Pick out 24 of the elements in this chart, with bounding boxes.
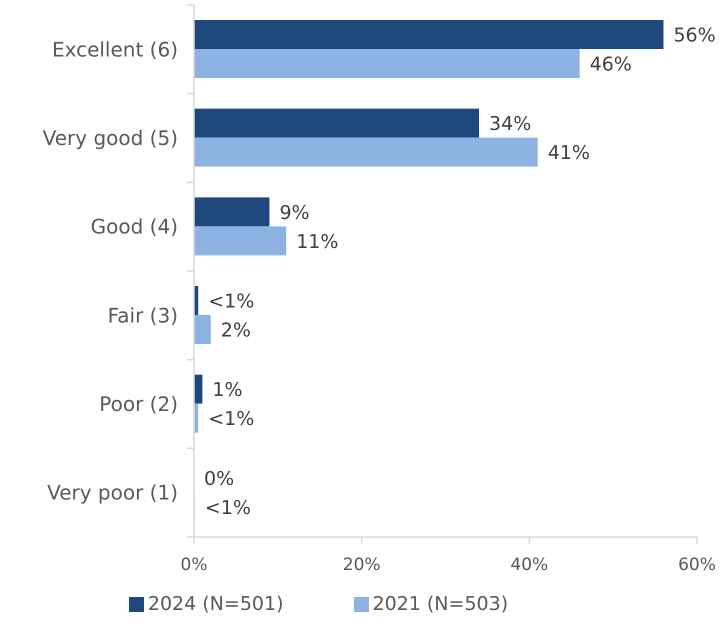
y-tick-label: Very poor (1) bbox=[47, 480, 178, 505]
legend-label: 2021 (N=503) bbox=[372, 593, 508, 615]
data-label: 0% bbox=[204, 468, 234, 490]
x-tick-label: 40% bbox=[510, 555, 548, 576]
data-label: 41% bbox=[548, 142, 590, 164]
y-tick-label: Excellent (6) bbox=[52, 37, 178, 62]
x-tick-label: 0% bbox=[180, 555, 208, 576]
data-label: 1% bbox=[212, 379, 243, 402]
data-label: <1% bbox=[208, 290, 254, 312]
data-label: 34% bbox=[489, 113, 532, 136]
x-tick-label: 20% bbox=[342, 555, 381, 576]
y-tick-label: Poor (2) bbox=[99, 392, 178, 416]
y-tick-label: Very good (5) bbox=[42, 126, 178, 150]
data-label: <1% bbox=[204, 496, 251, 519]
legend-label: 2024 (N=501) bbox=[148, 593, 284, 615]
data-label: 46% bbox=[590, 53, 632, 76]
data-label: 11% bbox=[296, 230, 338, 253]
y-tick-label: Good (4) bbox=[90, 214, 178, 239]
data-label: <1% bbox=[208, 408, 254, 430]
data-label: 9% bbox=[279, 202, 310, 224]
data-label: 2% bbox=[220, 319, 251, 342]
data-label: 56% bbox=[673, 24, 716, 46]
y-tick-label: Fair (3) bbox=[108, 303, 178, 328]
x-tick-label: 60% bbox=[678, 555, 716, 576]
